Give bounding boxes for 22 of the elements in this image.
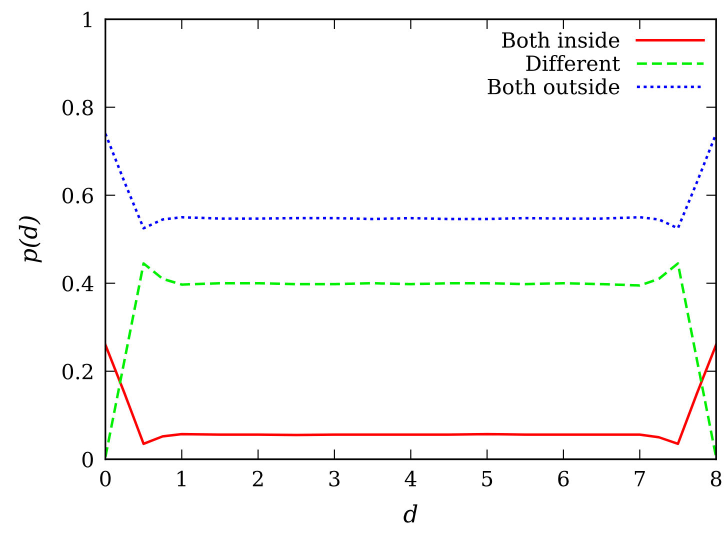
y-tick-label: 1 (84, 12, 92, 28)
x-tick-label: 5 (482, 471, 492, 486)
x-tick-label: 4 (404, 470, 416, 486)
y-tick-label: 0.8 (62, 100, 93, 116)
line-series (105, 132, 716, 230)
x-axis-title: d (404, 504, 418, 523)
x-tick-label: 0 (100, 470, 111, 486)
x-tick-label: 6 (558, 470, 569, 486)
x-tick-label: 2 (252, 470, 263, 486)
x-tick-label: 1 (178, 470, 186, 486)
legend-label: Both outside (488, 78, 620, 94)
line-series (105, 344, 716, 446)
legend-label: Both inside (502, 32, 620, 48)
x-tick-label: 8 (710, 470, 722, 486)
x-tick-label: 7 (634, 471, 645, 486)
x-tick-label: 3 (329, 470, 340, 486)
y-tick-label: 0 (82, 452, 93, 468)
y-tick-label: 0.6 (62, 188, 93, 204)
legend-label: Different (526, 55, 620, 72)
y-tick-label: 0.2 (62, 364, 92, 380)
y-tick-label: 0.4 (62, 276, 94, 292)
y-axis-title: p(d) (18, 216, 42, 263)
